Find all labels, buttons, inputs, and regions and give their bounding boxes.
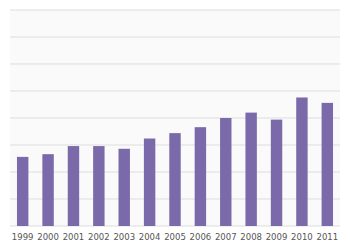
bar bbox=[144, 139, 155, 226]
x-tick-label: 2005 bbox=[164, 232, 186, 242]
bar bbox=[42, 154, 53, 226]
x-tick-label: 2009 bbox=[266, 232, 288, 242]
bar bbox=[322, 103, 333, 226]
grid-line bbox=[10, 37, 340, 38]
chart-container: 19992000 200120022003 20042005 200620072008… bbox=[0, 0, 350, 250]
x-tick-label: 2010 bbox=[291, 232, 313, 242]
grid-line bbox=[10, 91, 340, 92]
grid-line bbox=[10, 64, 340, 65]
bar bbox=[195, 127, 206, 226]
bar bbox=[271, 120, 282, 226]
x-tick-label: 2011 bbox=[316, 232, 338, 242]
bar bbox=[220, 118, 231, 226]
x-tick-label: 2007 bbox=[215, 232, 237, 242]
bars bbox=[17, 97, 333, 226]
bar bbox=[93, 146, 104, 226]
x-tick-label: 2002 bbox=[88, 232, 110, 242]
x-tick-label: 2004 bbox=[139, 232, 161, 242]
bar bbox=[17, 157, 28, 226]
bar bbox=[119, 149, 130, 226]
bar bbox=[68, 146, 79, 226]
plot-area bbox=[10, 10, 340, 226]
grid-line bbox=[10, 118, 340, 119]
grid-line bbox=[10, 10, 340, 11]
chart-svg: 19992000 200120022003 20042005 200620072008… bbox=[0, 0, 350, 250]
bar bbox=[245, 113, 256, 226]
bar bbox=[169, 133, 180, 226]
x-tick-label: 2003 bbox=[113, 232, 135, 242]
x-tick-label: 2006 bbox=[190, 232, 212, 242]
x-tick-label: 2000 bbox=[37, 232, 59, 242]
x-tick-label: 2001 bbox=[63, 232, 85, 242]
grid bbox=[10, 10, 340, 226]
x-tick-label: 2008 bbox=[240, 232, 262, 242]
bar bbox=[296, 97, 307, 226]
x-tick-labels: 19992000 200120022003 20042005 200620072008… bbox=[12, 232, 338, 242]
x-tick-label: 1999 bbox=[12, 232, 34, 242]
